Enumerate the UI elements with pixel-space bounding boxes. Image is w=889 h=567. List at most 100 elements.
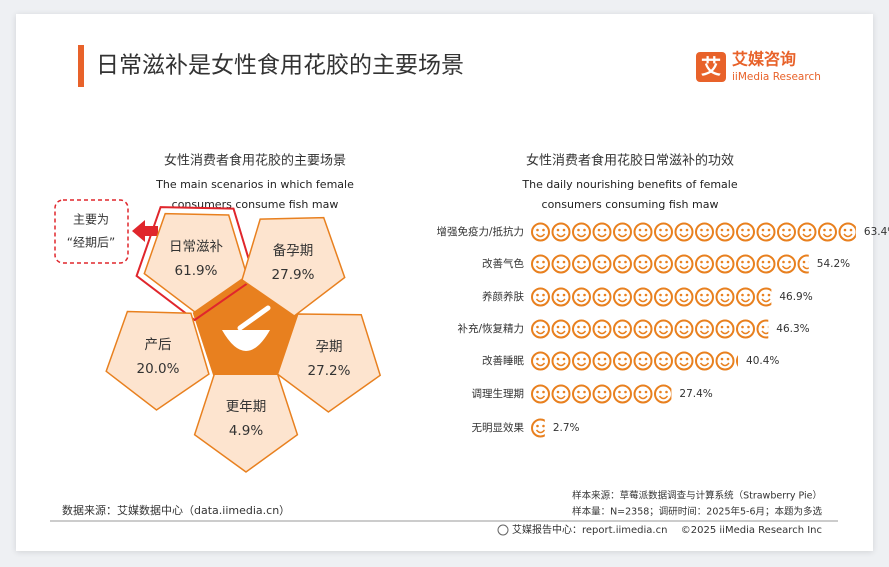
smile — [699, 362, 710, 367]
smile — [720, 233, 730, 238]
report-center: 艾媒报告中心：report.iimedia.cn — [512, 523, 667, 536]
eye — [720, 325, 724, 329]
smile — [535, 298, 546, 303]
eye — [618, 293, 621, 297]
smile — [535, 395, 546, 400]
value-label: 2.7% — [553, 422, 580, 434]
value-label: 27.4% — [679, 388, 712, 400]
eye — [618, 390, 621, 394]
value-label: 61.9% — [175, 263, 218, 279]
smile — [556, 265, 566, 270]
eye — [726, 325, 730, 329]
smile — [679, 362, 689, 367]
smile — [597, 233, 607, 238]
face — [674, 254, 694, 274]
logo-name: 艾媒咨询 — [732, 50, 796, 69]
face — [613, 222, 632, 242]
smile — [699, 265, 710, 270]
face — [715, 287, 735, 307]
eye — [556, 357, 560, 361]
eye — [659, 390, 662, 394]
face — [613, 351, 632, 371]
eye — [659, 228, 662, 232]
face — [756, 319, 769, 339]
smile — [638, 233, 648, 238]
annotation-box — [54, 199, 129, 264]
smile — [597, 265, 607, 270]
category-label: 日常滋补 — [169, 239, 223, 255]
smile — [658, 362, 669, 367]
eye — [638, 325, 642, 329]
smile — [556, 298, 566, 303]
smile — [597, 362, 607, 367]
face — [695, 351, 714, 371]
face — [756, 222, 776, 242]
eye — [644, 228, 648, 232]
logo-en: iiMedia Research — [732, 71, 821, 83]
face — [818, 222, 837, 242]
smile — [761, 330, 769, 335]
smile — [576, 233, 587, 238]
face — [572, 384, 591, 404]
smile — [679, 233, 689, 238]
smile — [679, 265, 689, 270]
smile — [740, 298, 751, 303]
eye — [618, 325, 621, 329]
eye — [741, 325, 744, 329]
bowl-icon — [222, 330, 270, 351]
eye — [562, 357, 566, 361]
eye — [767, 325, 769, 329]
face — [531, 418, 545, 438]
face — [613, 254, 632, 274]
value-label: 46.9% — [779, 291, 812, 303]
smile — [802, 265, 809, 270]
smile — [802, 233, 812, 238]
face — [674, 351, 694, 371]
eye — [597, 357, 601, 361]
chart-subtitle: The daily nourishing benefits of female … — [522, 178, 738, 211]
face — [633, 384, 653, 404]
face — [613, 319, 632, 339]
face — [551, 384, 571, 404]
eye — [618, 228, 621, 232]
eye — [536, 357, 539, 361]
eye — [685, 357, 689, 361]
eye — [741, 260, 744, 264]
eye — [583, 260, 586, 264]
face — [551, 351, 571, 371]
eye — [638, 228, 642, 232]
eye — [761, 325, 765, 329]
eye — [726, 293, 730, 297]
eye — [603, 260, 607, 264]
smile — [740, 330, 751, 335]
face — [592, 254, 612, 274]
face — [531, 384, 550, 404]
smile — [761, 265, 771, 270]
chart-title: 女性消费者食用花胶的主要场景 — [164, 153, 346, 169]
eye — [665, 390, 668, 394]
eye — [767, 228, 771, 232]
pictogram-bar — [531, 351, 739, 371]
face — [654, 222, 673, 242]
face — [715, 222, 735, 242]
eye — [562, 293, 566, 297]
pentagon — [276, 313, 382, 413]
eye — [597, 390, 601, 394]
face — [715, 254, 735, 274]
face — [572, 287, 591, 307]
smile — [617, 362, 628, 367]
face — [736, 287, 755, 307]
pictogram-bar — [531, 287, 772, 307]
eye — [685, 228, 689, 232]
highlight-outline — [135, 206, 256, 322]
eye — [556, 390, 560, 394]
eye — [665, 293, 668, 297]
eye — [562, 390, 566, 394]
face — [572, 254, 591, 274]
eye — [761, 228, 765, 232]
eye — [782, 228, 785, 232]
category-label: 养颜养肤 — [482, 290, 524, 303]
eye — [808, 261, 809, 263]
